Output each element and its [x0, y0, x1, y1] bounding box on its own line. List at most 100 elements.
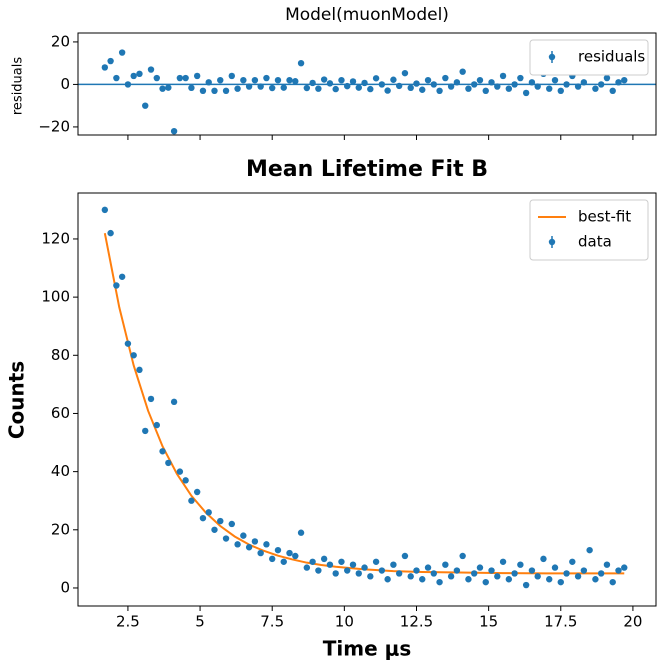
- point: [465, 576, 472, 583]
- point: [367, 85, 374, 93]
- point: [413, 80, 420, 87]
- point: [390, 76, 397, 83]
- y-tick-label: 0: [60, 75, 70, 93]
- point: [528, 567, 536, 574]
- point: [407, 84, 414, 92]
- y-tick-label: −20: [38, 117, 70, 135]
- legend-label: data: [578, 233, 612, 251]
- point: [263, 74, 270, 82]
- point: [349, 561, 357, 568]
- top-y-label: residuals: [11, 57, 26, 116]
- point: [222, 87, 230, 95]
- point: [355, 570, 362, 577]
- point: [522, 89, 530, 97]
- point: [592, 576, 599, 583]
- point: [476, 76, 484, 84]
- point: [344, 82, 351, 90]
- legend-label: best-fit: [578, 208, 631, 226]
- point: [303, 84, 311, 92]
- point: [557, 87, 564, 95]
- x-tick-label: 20: [623, 613, 642, 631]
- point: [286, 76, 293, 84]
- y-tick-label: 0: [60, 578, 70, 596]
- point: [147, 66, 155, 73]
- point: [615, 567, 622, 574]
- point: [563, 81, 570, 88]
- point: [367, 573, 374, 580]
- point: [326, 80, 334, 87]
- point: [372, 75, 380, 82]
- point: [476, 564, 484, 571]
- point: [522, 581, 530, 589]
- point: [309, 558, 316, 565]
- point: [447, 83, 455, 90]
- point: [240, 76, 247, 84]
- point: [419, 86, 426, 93]
- point: [384, 576, 391, 583]
- point: [569, 558, 576, 565]
- point: [621, 564, 628, 571]
- point: [107, 229, 114, 237]
- point: [228, 520, 236, 528]
- point: [551, 564, 559, 571]
- point: [442, 74, 449, 82]
- point: [505, 85, 513, 92]
- point: [546, 85, 553, 92]
- point: [603, 561, 611, 568]
- point: [263, 541, 270, 548]
- point: [222, 535, 230, 542]
- point: [494, 83, 501, 90]
- point: [217, 517, 224, 525]
- point: [459, 552, 466, 560]
- point: [176, 74, 184, 82]
- x-tick-label: 5: [195, 613, 205, 631]
- point: [118, 49, 126, 56]
- point: [205, 79, 212, 86]
- point: [338, 76, 345, 84]
- point: [621, 76, 628, 84]
- top-title: Model(muonModel): [285, 5, 449, 25]
- point: [511, 81, 518, 88]
- point: [597, 81, 605, 88]
- point: [419, 576, 426, 583]
- point: [136, 366, 143, 374]
- point: [430, 81, 438, 88]
- point: [257, 549, 264, 557]
- point: [251, 76, 259, 84]
- point: [459, 68, 466, 75]
- point: [546, 576, 553, 583]
- point: [320, 76, 328, 83]
- point: [251, 538, 259, 545]
- point: [170, 398, 178, 406]
- legend-label: residuals: [578, 48, 645, 66]
- point: [165, 84, 172, 91]
- point: [471, 570, 478, 577]
- x-tick-label: 2.5: [116, 613, 140, 631]
- point: [413, 567, 420, 574]
- point: [372, 558, 380, 565]
- point: [182, 74, 189, 82]
- point: [603, 74, 611, 82]
- point: [315, 85, 322, 92]
- point: [234, 541, 241, 548]
- point: [401, 69, 409, 77]
- point: [159, 85, 166, 92]
- point: [297, 59, 305, 67]
- point: [361, 564, 368, 571]
- point: [286, 549, 293, 557]
- point: [430, 570, 438, 577]
- point: [534, 573, 541, 580]
- point: [274, 76, 282, 84]
- point: [188, 84, 195, 92]
- y-tick-label: 20: [51, 520, 70, 538]
- point: [292, 552, 299, 560]
- point: [234, 85, 241, 92]
- point: [442, 561, 449, 568]
- point: [292, 78, 299, 85]
- y-tick-label: 20: [51, 32, 70, 50]
- point: [240, 532, 247, 539]
- point: [309, 79, 316, 87]
- point: [124, 81, 132, 88]
- x-tick-label: 7.5: [260, 613, 284, 631]
